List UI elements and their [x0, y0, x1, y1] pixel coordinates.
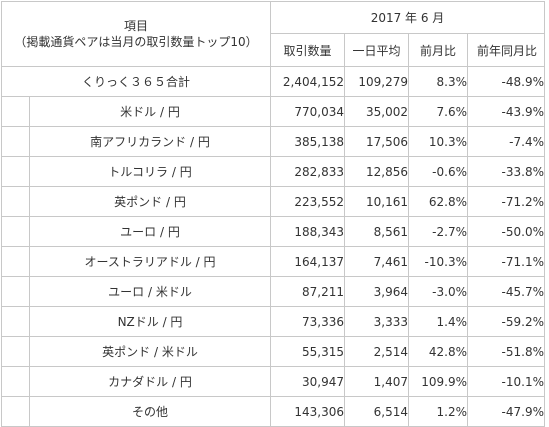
pair-month-over-month: 42.8% [408, 336, 468, 367]
total-year-over-year: -48.9% [467, 66, 545, 97]
pair-volume: 188,343 [270, 216, 345, 247]
pair-volume: 73,336 [270, 306, 345, 337]
pair-month-over-month: -2.7% [408, 216, 468, 247]
pair-month-over-month: 109.9% [408, 366, 468, 397]
pair-daily-average: 2,514 [344, 336, 409, 367]
pair-name: ユーロ / 円 [29, 216, 271, 247]
pair-month-over-month: -0.6% [408, 156, 468, 187]
pair-name: 米ドル / 円 [29, 96, 271, 127]
pair-daily-average: 3,964 [344, 276, 409, 307]
pair-daily-average: 12,856 [344, 156, 409, 187]
pair-year-over-year: -33.8% [467, 156, 545, 187]
table-row: 米ドル / 円 770,034 35,002 7.6% -43.9% [1, 96, 545, 127]
pair-daily-average: 6,514 [344, 396, 409, 427]
pair-year-over-year: -51.8% [467, 336, 545, 367]
row-indent [1, 366, 30, 397]
pair-year-over-year: -45.7% [467, 276, 545, 307]
table-row: ユーロ / 米ドル 87,211 3,964 -3.0% -45.7% [1, 276, 545, 307]
pair-name: トルコリラ / 円 [29, 156, 271, 187]
pair-name: NZドル / 円 [29, 306, 271, 337]
pair-volume: 143,306 [270, 396, 345, 427]
pair-month-over-month: -10.3% [408, 246, 468, 277]
pair-volume: 55,315 [270, 336, 345, 367]
pair-daily-average: 1,407 [344, 366, 409, 397]
row-indent [1, 336, 30, 367]
pair-daily-average: 3,333 [344, 306, 409, 337]
table-row: オーストラリアドル / 円 164,137 7,461 -10.3% -71.1% [1, 246, 545, 277]
row-indent [1, 126, 30, 157]
table-row: NZドル / 円 73,336 3,333 1.4% -59.2% [1, 306, 545, 337]
table-header: 項目 （掲載通貨ペアは当月の取引数量トップ10） 2017 年 6 月 取引数量… [1, 1, 545, 67]
total-volume: 2,404,152 [270, 66, 345, 97]
pair-volume: 30,947 [270, 366, 345, 397]
pair-name: ユーロ / 米ドル [29, 276, 271, 307]
item-title: 項目 [123, 19, 148, 33]
pair-year-over-year: -71.1% [467, 246, 545, 277]
pair-year-over-year: -47.9% [467, 396, 545, 427]
row-indent [1, 96, 30, 127]
table-row: カナダドル / 円 30,947 1,407 109.9% -10.1% [1, 366, 545, 397]
table-row: 英ポンド / 円 223,552 10,161 62.8% -71.2% [1, 186, 545, 217]
pair-volume: 164,137 [270, 246, 345, 277]
header-row-columns: 取引数量 一日平均 前月比 前年同月比 [2, 33, 545, 67]
item-column-header: 項目 （掲載通貨ペアは当月の取引数量トップ10） [1, 1, 271, 67]
pair-volume: 87,211 [270, 276, 345, 307]
pair-month-over-month: 1.4% [408, 306, 468, 337]
pair-name: 英ポンド / 米ドル [29, 336, 271, 367]
table-row: ユーロ / 円 188,343 8,561 -2.7% -50.0% [1, 216, 545, 247]
pair-volume: 223,552 [270, 186, 345, 217]
total-month-over-month: 8.3% [408, 66, 468, 97]
total-row: くりっく３６５合計 2,404,152 109,279 8.3% -48.9% [1, 66, 545, 97]
header-row-period: 項目 （掲載通貨ペアは当月の取引数量トップ10） 2017 年 6 月 [1, 1, 545, 67]
column-header-month-over-month: 前月比 [408, 33, 468, 67]
table-row: トルコリラ / 円 282,833 12,856 -0.6% -33.8% [1, 156, 545, 187]
item-note: （掲載通貨ペアは当月の取引数量トップ10） [14, 35, 258, 49]
table-body: くりっく３６５合計 2,404,152 109,279 8.3% -48.9% … [1, 66, 545, 427]
total-daily-average: 109,279 [344, 66, 409, 97]
pair-year-over-year: -7.4% [467, 126, 545, 157]
row-indent [1, 246, 30, 277]
pair-name: 南アフリカランド / 円 [29, 126, 271, 157]
pair-daily-average: 8,561 [344, 216, 409, 247]
row-indent [1, 396, 30, 427]
pair-daily-average: 7,461 [344, 246, 409, 277]
pair-month-over-month: 62.8% [408, 186, 468, 217]
pair-month-over-month: 10.3% [408, 126, 468, 157]
pair-month-over-month: 7.6% [408, 96, 468, 127]
column-header-volume: 取引数量 [270, 33, 345, 67]
pair-year-over-year: -10.1% [467, 366, 545, 397]
pair-name: オーストラリアドル / 円 [29, 246, 271, 277]
pair-daily-average: 17,506 [344, 126, 409, 157]
table-row: 南アフリカランド / 円 385,138 17,506 10.3% -7.4% [1, 126, 545, 157]
pair-volume: 385,138 [270, 126, 345, 157]
row-indent [1, 216, 30, 247]
pair-year-over-year: -59.2% [467, 306, 545, 337]
pair-name: その他 [29, 396, 271, 427]
pair-daily-average: 35,002 [344, 96, 409, 127]
pair-month-over-month: -3.0% [408, 276, 468, 307]
pair-year-over-year: -43.9% [467, 96, 545, 127]
table-row: その他 143,306 6,514 1.2% -47.9% [1, 396, 545, 427]
pair-name: カナダドル / 円 [29, 366, 271, 397]
row-indent [1, 276, 30, 307]
table-row: 英ポンド / 米ドル 55,315 2,514 42.8% -51.8% [1, 336, 545, 367]
pair-volume: 282,833 [270, 156, 345, 187]
pair-year-over-year: -71.2% [467, 186, 545, 217]
pair-daily-average: 10,161 [344, 186, 409, 217]
pair-year-over-year: -50.0% [467, 216, 545, 247]
row-indent [1, 306, 30, 337]
pair-month-over-month: 1.2% [408, 396, 468, 427]
pair-volume: 770,034 [270, 96, 345, 127]
period-header: 2017 年 6 月 [270, 1, 545, 34]
column-header-daily-average: 一日平均 [344, 33, 409, 67]
row-indent [1, 156, 30, 187]
pair-name: 英ポンド / 円 [29, 186, 271, 217]
total-name: くりっく３６５合計 [1, 66, 271, 97]
column-header-year-over-year: 前年同月比 [467, 33, 545, 67]
row-indent [1, 186, 30, 217]
